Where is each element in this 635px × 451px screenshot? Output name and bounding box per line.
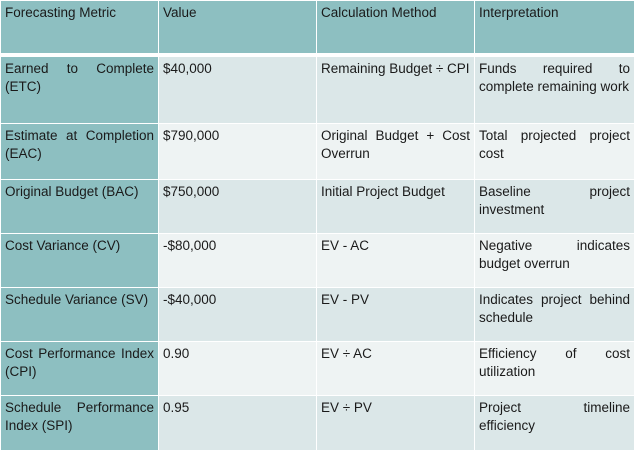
cell-metric: Schedule Performance Index (SPI) — [0, 394, 159, 451]
cell-value: $790,000 — [158, 122, 317, 180]
cell-value: $750,000 — [158, 178, 317, 234]
header-calculation: Calculation Method — [316, 0, 475, 57]
header-row: Forecasting Metric Value Calculation Met… — [0, 0, 635, 57]
cell-metric: Cost Variance (CV) — [0, 232, 159, 288]
cell-metric: Original Budget (BAC) — [0, 178, 159, 234]
cell-calculation: EV - PV — [316, 286, 475, 342]
cell-interpretation: Funds required to complete remaining wor… — [474, 54, 635, 124]
cell-interpretation: Total projected project cost — [474, 122, 635, 180]
cell-value: 0.90 — [158, 340, 317, 396]
cell-calculation: Original Budget + Cost Overrun — [316, 122, 475, 180]
cell-metric: Schedule Variance (SV) — [0, 286, 159, 342]
cell-interpretation: Efficiency of cost utilization — [474, 340, 635, 396]
cell-value: $40,000 — [158, 54, 317, 124]
table-row: Cost Variance (CV) -$80,000 EV - AC Negativ… — [0, 232, 635, 288]
cell-value: 0.95 — [158, 394, 317, 451]
cell-interpretation: Project timeline efficiency — [474, 394, 635, 451]
cell-calculation: EV ÷ PV — [316, 394, 475, 451]
table-row: Original Budget (BAC) $750,000 Initial Pro… — [0, 178, 635, 234]
cell-interpretation: Negative indicates budget overrun — [474, 232, 635, 288]
cell-metric: Cost Performance Index (CPI) — [0, 340, 159, 396]
cell-value: -$40,000 — [158, 286, 317, 342]
cell-calculation: EV ÷ AC — [316, 340, 475, 396]
cell-metric: Earned to Complete (ETC) — [0, 54, 159, 124]
table-row: Schedule Performance Index (SPI) 0.95 EV ÷… — [0, 394, 635, 451]
table-row: Estimate at Completion (EAC) $790,000 Orig… — [0, 122, 635, 180]
cell-metric: Estimate at Completion (EAC) — [0, 122, 159, 180]
table-row: Cost Performance Index (CPI) 0.90 EV ÷ AC E… — [0, 340, 635, 396]
cell-interpretation: Indicates project behind schedule — [474, 286, 635, 342]
cell-calculation: EV - AC — [316, 232, 475, 288]
cell-calculation: Remaining Budget ÷ CPI — [316, 54, 475, 124]
cell-calculation: Initial Project Budget — [316, 178, 475, 234]
cell-interpretation: Baseline project investment — [474, 178, 635, 234]
table-row: Schedule Variance (SV) -$40,000 EV - PV Ind… — [0, 286, 635, 342]
header-value: Value — [158, 0, 317, 57]
cell-value: -$80,000 — [158, 232, 317, 288]
header-metric: Forecasting Metric — [0, 0, 159, 57]
table-row: Earned to Complete (ETC) $40,000 Remaining… — [0, 54, 635, 124]
header-interpretation: Interpretation — [474, 0, 635, 57]
